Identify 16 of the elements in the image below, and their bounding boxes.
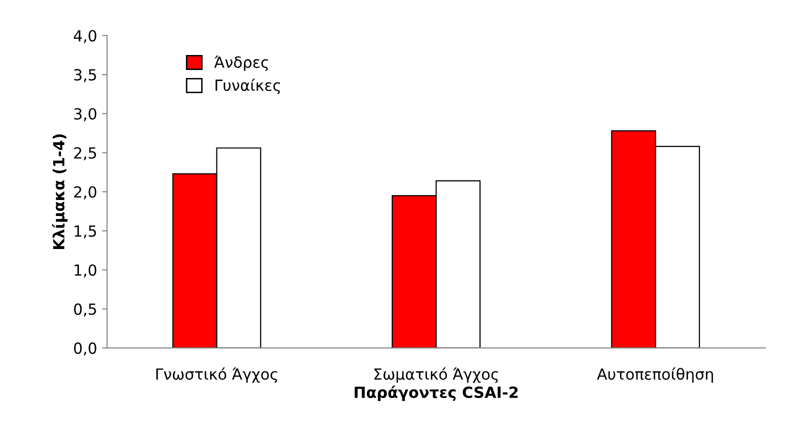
y-tick-label: 3,0 xyxy=(74,108,96,122)
y-tick-label: 3,5 xyxy=(74,69,96,82)
y-tick-label: 0,0 xyxy=(74,342,96,356)
x-tick-label: Αυτοπεποίθηση xyxy=(596,367,713,383)
y-tick-label: 0,5 xyxy=(74,303,96,316)
y-axis-title: Κλίμακα (1-4) xyxy=(52,134,68,250)
x-tick-label: Γνωστικό Άγχος xyxy=(156,367,278,383)
y-tick-label: 1,0 xyxy=(74,264,96,278)
x-tick-label: Σωματικό Άγχος xyxy=(374,367,498,383)
legend-label: Άνδρες xyxy=(214,56,268,71)
legend-label: Γυναίκες xyxy=(216,78,280,94)
y-tick-label: 2,5 xyxy=(74,147,96,160)
y-tick-label: 2,0 xyxy=(74,186,96,200)
y-tick-label: 4,0 xyxy=(74,30,96,44)
y-tick-label: 1,5 xyxy=(74,225,96,238)
x-axis-title: Παράγοντες CSAI-2 xyxy=(354,386,518,402)
